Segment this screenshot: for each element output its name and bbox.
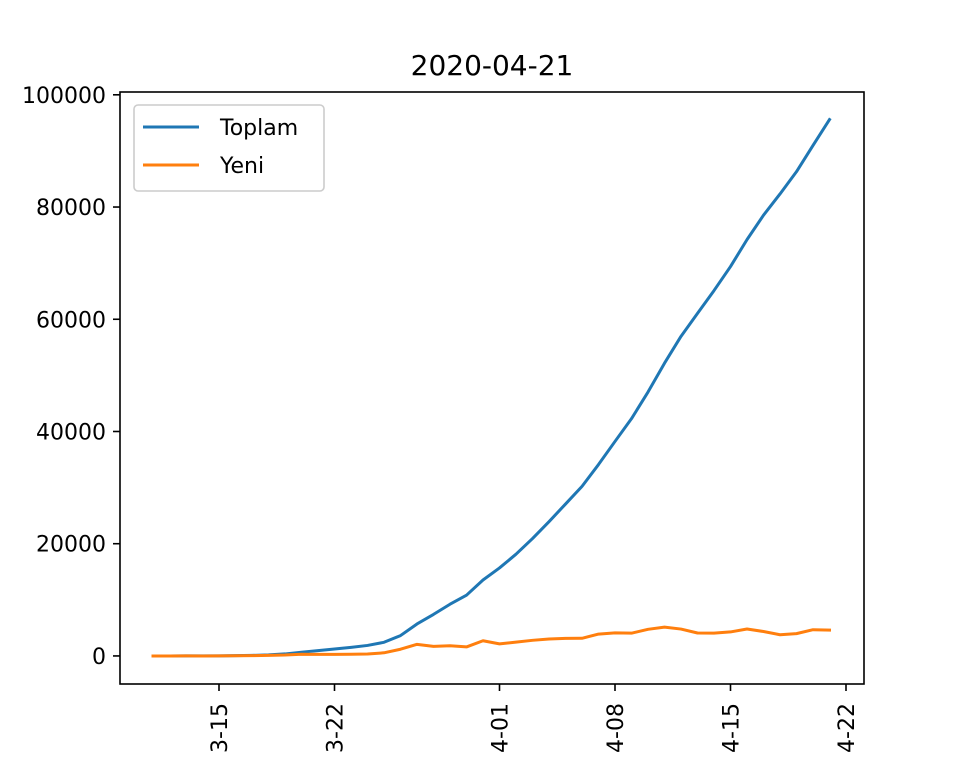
x-tick-label: 3-15: [208, 703, 233, 753]
legend: Toplam Yeni: [133, 104, 325, 192]
x-tick-label: 4-22: [835, 703, 860, 753]
x-tick-label: 3-22: [324, 703, 349, 753]
y-tick-label: 60000: [36, 308, 106, 333]
y-tick-label: 80000: [36, 196, 106, 221]
x-axis: 3-15 3-22 4-01 4-08 4-15 4-22: [208, 684, 860, 753]
y-tick-label: 0: [92, 645, 106, 670]
y-tick-label: 100000: [22, 84, 106, 109]
legend-label-yeni: Yeni: [219, 154, 264, 179]
x-tick-label: 4-01: [489, 703, 514, 753]
y-axis: 0 20000 40000 60000 80000 100000: [22, 84, 120, 670]
series-line-toplam: [151, 117, 832, 658]
legend-label-toplam: Toplam: [219, 116, 298, 141]
series-line-yeni: [151, 625, 832, 658]
y-tick-label: 20000: [36, 533, 106, 558]
plot-area-frame: [119, 91, 865, 685]
x-tick-label: 4-08: [604, 703, 629, 753]
chart-title: 2020-04-21: [411, 49, 574, 82]
x-tick-label: 4-15: [720, 703, 745, 753]
y-tick-label: 40000: [36, 420, 106, 445]
